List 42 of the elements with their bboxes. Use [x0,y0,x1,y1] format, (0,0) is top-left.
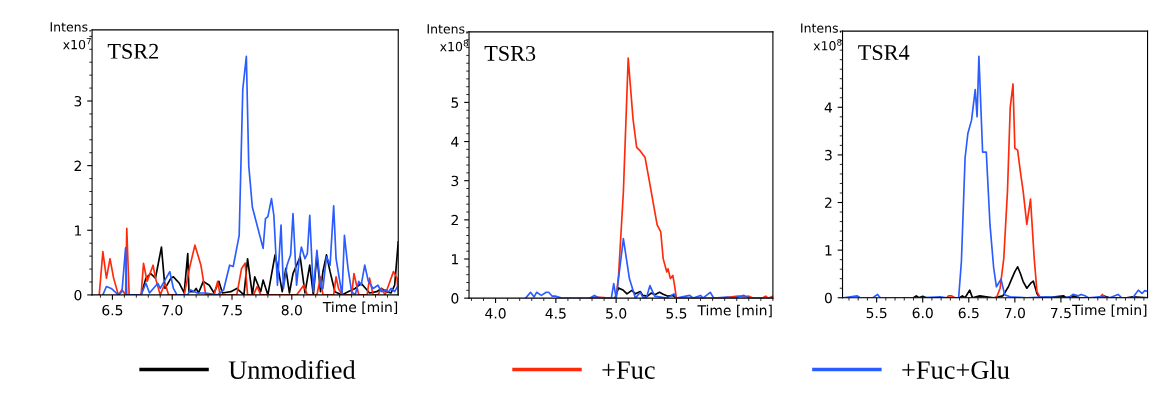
x-tick-label: 5.0 [606,308,627,319]
x-tick-label: 8.0 [281,304,302,316]
x-axis-title: Time [min] [697,304,772,318]
y-tick-label: 4 [824,102,833,113]
line-series [524,237,773,299]
chart-title: TSR3 [484,45,536,61]
x-tick-label: 6.5 [102,304,123,316]
x-tick-label: 6.5 [958,307,979,319]
y-tick-label: 3 [74,95,82,107]
x-tick-label: 7.0 [1004,307,1025,319]
x-axis-title: Time [min] [322,301,398,314]
chart-title: TSR4 [858,45,910,61]
y-tick-label: 1 [825,245,832,256]
x-tick-label: 4.0 [485,308,506,319]
y-tick-label: 1 [75,225,82,236]
x-tick-label: 7.0 [162,304,183,316]
y-tick-label: 0 [451,293,459,304]
y-axis-title: Intens. x10$^{7}$ [50,22,91,50]
y-tick-label: 0 [74,289,82,301]
x-tick-label: 5.5 [666,308,687,319]
y-tick-label: 5 [451,97,459,108]
y-tick-label: 0 [824,292,832,304]
y-tick-label: 2 [74,160,81,171]
y-tick-label: 2 [824,197,832,208]
x-tick-label: 5.5 [866,307,887,319]
y-axis-title: Intens. x10$^{8}$ [801,23,842,51]
chart-title: TSR2 [107,43,159,59]
y-tick-label: 4 [451,136,459,147]
x-tick-label: 7.5 [1051,307,1071,319]
y-tick-label: 3 [451,175,459,187]
x-axis-title: Time [min] [1072,304,1147,317]
line-series [98,227,399,295]
y-tick-label: 1 [452,254,459,265]
legend-label: +Fuc+Glu [902,360,1010,379]
x-tick-label: 7.5 [222,305,242,316]
x-tick-label: 6.0 [912,307,933,319]
y-axis-title: Intens. x10$^{8}$ [427,24,469,52]
legend-label: +Fuc [602,361,655,379]
y-tick-label: 3 [825,149,832,161]
x-tick-label: 4.5 [545,308,566,319]
y-tick-label: 2 [451,214,458,226]
legend-label: Unmodified [228,360,356,379]
